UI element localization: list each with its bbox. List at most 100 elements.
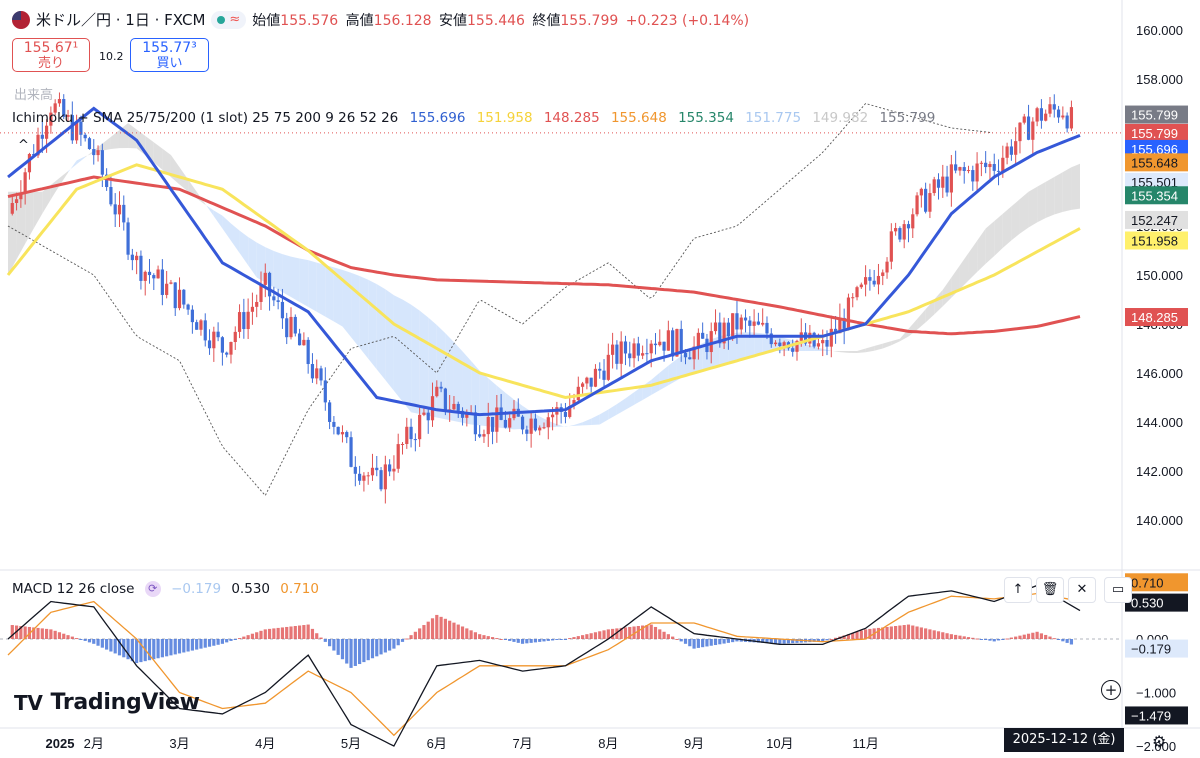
- ichimoku-cloud-segment: [839, 350, 849, 353]
- candle-body: [225, 352, 229, 355]
- collapse-pane-button[interactable]: ✕: [1068, 577, 1096, 603]
- macd-histogram-bar: [996, 639, 1001, 641]
- indicator-value: 155.354: [678, 110, 734, 126]
- candle-body: [126, 222, 130, 255]
- indicator-legend[interactable]: Ichimoku + SMA 25/75/200 (1 slot) 25 75 …: [12, 110, 942, 126]
- move-up-button[interactable]: ↑: [1004, 577, 1032, 603]
- candle-body: [345, 432, 349, 438]
- macd-histogram-bar: [323, 639, 327, 642]
- macd-histogram-bar: [731, 639, 735, 643]
- ichimoku-cloud-segment: [676, 353, 686, 381]
- collapse-legend-icon[interactable]: ^: [18, 138, 29, 153]
- candle-body: [289, 316, 293, 338]
- volume-watermark: 出来高: [14, 88, 54, 103]
- macd-histogram-bar: [954, 634, 958, 639]
- tradingview-logo[interactable]: TV TradingView: [14, 690, 200, 715]
- macd-histogram-bar: [773, 639, 778, 644]
- candle-body: [632, 343, 636, 359]
- price-tick-label: 150.000: [1136, 268, 1183, 283]
- ichimoku-cloud-segment: [565, 424, 575, 427]
- macd-histogram-bar: [602, 630, 606, 639]
- macd-histogram-bar: [53, 630, 57, 639]
- macd-histogram-bar: [177, 639, 182, 654]
- symbol-title[interactable]: 米ドル／円 · 1日 · FXCM: [36, 11, 206, 29]
- macd-histogram-bar: [782, 639, 786, 644]
- candle-body: [117, 204, 122, 215]
- macd-histogram-bar: [580, 635, 585, 639]
- candle-body: [606, 354, 610, 380]
- price-tag-label: 155.354: [1131, 188, 1178, 203]
- lagging-span-line: [7, 102, 993, 497]
- ichimoku-cloud-segment: [934, 289, 943, 315]
- candle-body: [490, 416, 495, 432]
- macd-histogram-bar: [306, 624, 310, 639]
- macd-histogram-bar: [928, 629, 932, 639]
- candle-body: [568, 406, 572, 417]
- ichimoku-cloud-segment: [1054, 172, 1063, 215]
- buy-button[interactable]: 155.77³ 買い: [130, 38, 209, 72]
- time-tick-label: 4月: [255, 736, 275, 751]
- candle-body: [66, 115, 70, 117]
- price-tick-label: 140.000: [1136, 513, 1183, 528]
- candle-body: [207, 340, 212, 349]
- candle-body: [641, 353, 645, 356]
- candle-body: [898, 228, 902, 240]
- gear-icon[interactable]: ⚙: [1152, 732, 1167, 751]
- ichimoku-cloud-segment: [205, 203, 214, 217]
- candle-body: [808, 332, 812, 344]
- price-tag: [1125, 210, 1188, 229]
- ichimoku-cloud-segment: [153, 142, 163, 170]
- ichimoku-cloud-segment: [110, 129, 120, 150]
- candle-body: [439, 386, 443, 389]
- macd-histogram-bar: [130, 639, 134, 662]
- chart-header: 米ドル／円 · 1日 · FXCM ≈ 始値155.576 高値156.128 …: [12, 9, 752, 30]
- macd-tick-label: −1.000: [1136, 686, 1176, 701]
- candle-body: [14, 199, 19, 204]
- macd-histogram-bar: [87, 639, 92, 643]
- macd-histogram-bar: [992, 639, 996, 642]
- macd-histogram-bar: [585, 634, 589, 639]
- macd-legend[interactable]: MACD 12 26 close ⟳ −0.179 0.530 0.710: [12, 581, 325, 597]
- candle-body: [100, 150, 104, 175]
- candle-body: [10, 203, 14, 214]
- sma25-line: [7, 106, 1081, 417]
- macd-histogram-bar: [851, 632, 855, 639]
- candle-body: [478, 434, 482, 437]
- ichimoku-cloud-segment: [685, 347, 695, 376]
- candle-body: [130, 254, 134, 261]
- maximize-pane-button[interactable]: ▭: [1104, 577, 1132, 603]
- candle-body: [593, 368, 598, 387]
- add-icon[interactable]: +: [1101, 680, 1121, 700]
- macd-histogram-bar: [422, 625, 426, 639]
- delete-button[interactable]: 🗑: [1036, 577, 1064, 603]
- market-status-pill[interactable]: ≈: [211, 10, 247, 29]
- macd-histogram-bar: [739, 639, 743, 642]
- ichimoku-cloud-segment: [8, 191, 17, 275]
- macd-histogram-bar: [713, 639, 718, 646]
- price-tag-label: 155.648: [1131, 155, 1178, 170]
- candle-body: [229, 342, 233, 355]
- ichimoku-cloud-segment: [805, 344, 815, 351]
- macd-histogram-bar: [1009, 637, 1013, 639]
- macd-histogram-bar: [508, 639, 512, 641]
- macd-histogram-bar: [495, 638, 499, 640]
- cycle-icon[interactable]: ⟳: [144, 581, 161, 597]
- candle-body: [96, 150, 100, 156]
- candle-body: [70, 115, 74, 141]
- macd-histogram-bar: [653, 626, 658, 639]
- macd-histogram-bar: [636, 625, 640, 639]
- market-open-dot-icon: [217, 15, 226, 24]
- sell-price: 155.67¹: [23, 40, 79, 56]
- candle-body: [473, 412, 477, 435]
- macd-histogram-bar: [516, 639, 520, 643]
- candle-body: [752, 321, 756, 326]
- candle-body: [1052, 104, 1056, 110]
- candle-body: [220, 337, 224, 353]
- sell-button[interactable]: 155.67¹ 売り: [12, 38, 90, 72]
- macd-histogram-bar: [430, 618, 435, 639]
- macd-histogram-bar: [255, 632, 259, 639]
- candle-body: [894, 228, 898, 232]
- candle-body: [726, 322, 730, 337]
- time-tick-label: 8月: [598, 736, 618, 751]
